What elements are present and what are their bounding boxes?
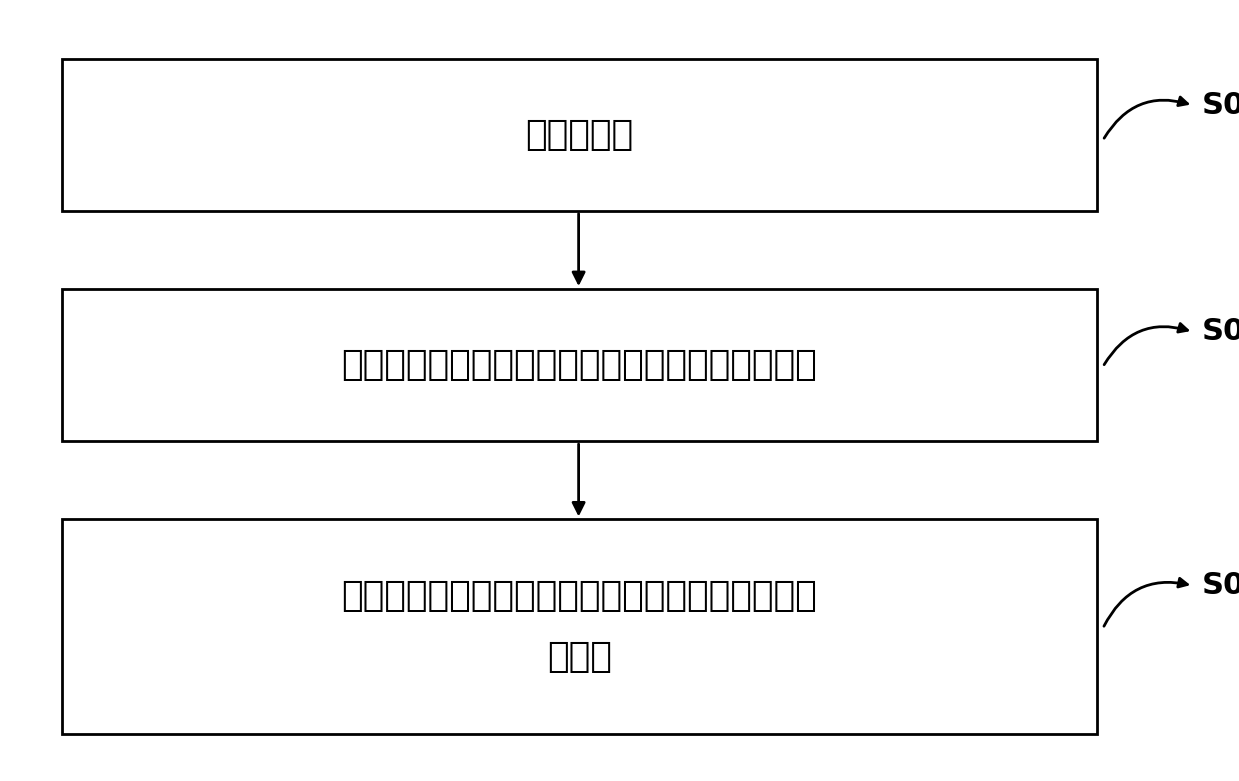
Text: 将所述氟化石墨炔溶液沉积在基底上，得到电子传
输层。: 将所述氟化石墨炔溶液沉积在基底上，得到电子传 输层。 — [342, 580, 817, 674]
Text: S02: S02 — [1202, 317, 1239, 347]
Bar — [62, 519, 1097, 734]
FancyArrowPatch shape — [1104, 323, 1187, 365]
FancyArrowPatch shape — [1104, 97, 1187, 138]
Bar — [62, 59, 1097, 211]
Text: 提供基底；: 提供基底； — [525, 118, 633, 152]
Text: S01: S01 — [1202, 91, 1239, 120]
Text: 将氟化石墨炔溶于溶剂中，得到氟化石墨炔溶液；: 将氟化石墨炔溶于溶剂中，得到氟化石墨炔溶液； — [342, 348, 817, 382]
Text: S03: S03 — [1202, 571, 1239, 601]
FancyArrowPatch shape — [1104, 578, 1187, 626]
Bar — [62, 289, 1097, 441]
